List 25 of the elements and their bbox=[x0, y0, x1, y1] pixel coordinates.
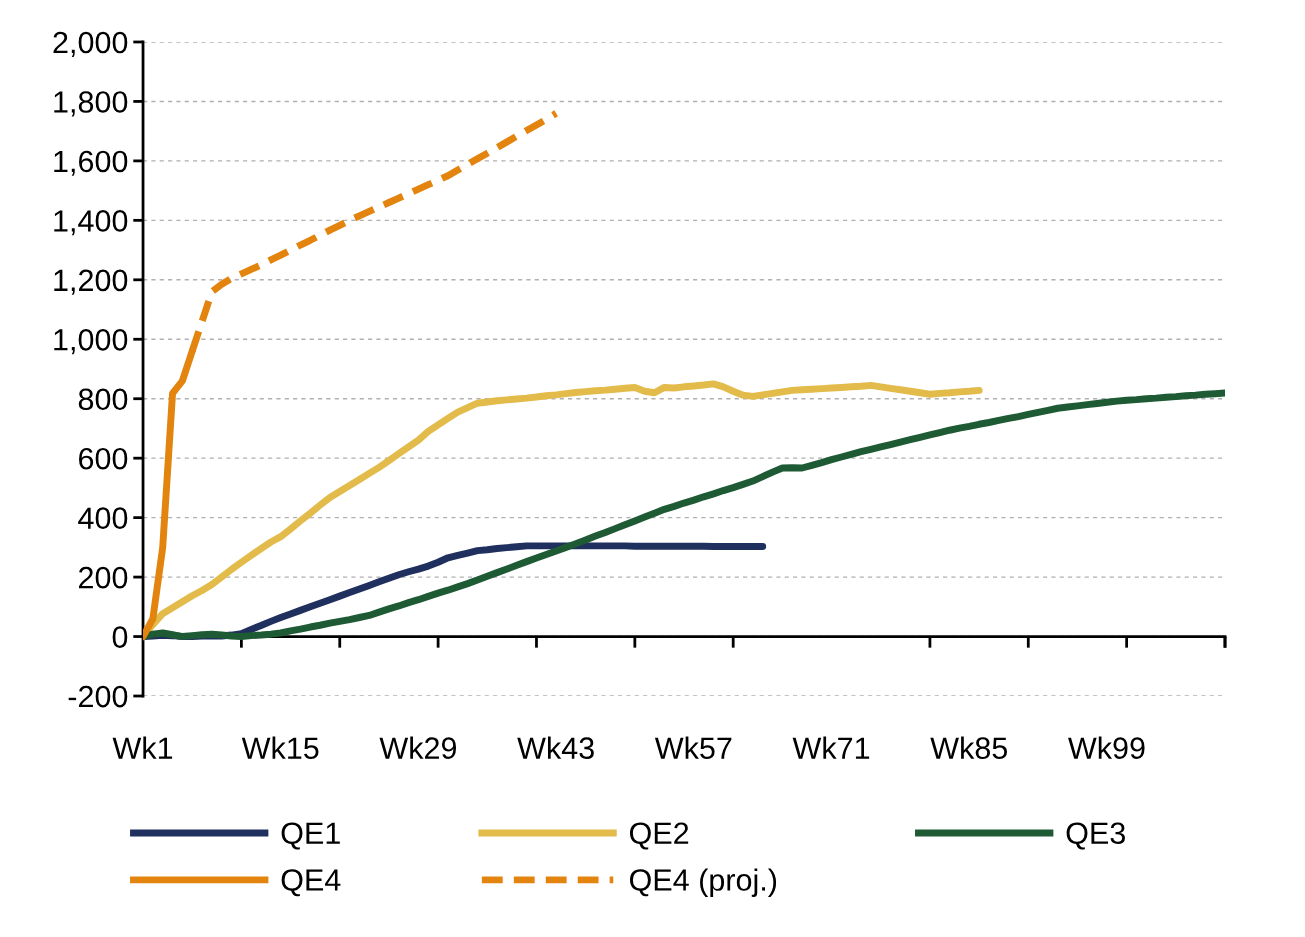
x-tick-label: Wk71 bbox=[792, 736, 870, 759]
legend-label: QE4 bbox=[281, 869, 341, 897]
y-tick-label: 2,000 bbox=[53, 31, 128, 57]
y-tick-label: 1,000 bbox=[54, 329, 128, 355]
y-tick-label: 200 bbox=[79, 566, 128, 589]
y-tick-label: -200 bbox=[68, 685, 128, 708]
y-tick-label: 600 bbox=[79, 447, 128, 470]
x-tick-label: Wk29 bbox=[379, 736, 457, 759]
legend-label: QE4 (proj.) bbox=[629, 868, 777, 897]
x-tick-label: Wk15 bbox=[241, 736, 319, 759]
legend-label: QE2 bbox=[629, 822, 689, 850]
x-tick-label: Wk85 bbox=[930, 736, 1008, 759]
x-tick-label: Wk99 bbox=[1068, 736, 1145, 759]
y-tick-label: 1,200 bbox=[54, 269, 128, 295]
legend-label: QE3 bbox=[1066, 822, 1125, 850]
legend-label: QE1 bbox=[281, 822, 340, 850]
x-tick-label: Wk43 bbox=[517, 736, 594, 759]
y-tick-label: 800 bbox=[78, 388, 128, 411]
y-tick-label: 400 bbox=[78, 507, 128, 530]
y-tick-label: 1,600 bbox=[54, 150, 128, 176]
y-tick-label: 1,800 bbox=[54, 91, 128, 117]
x-tick-label: Wk57 bbox=[654, 736, 732, 759]
x-tick-label: Wk1 bbox=[112, 736, 173, 759]
y-tick-label: 1,400 bbox=[54, 210, 128, 236]
y-tick-label: 0 bbox=[112, 626, 128, 648]
